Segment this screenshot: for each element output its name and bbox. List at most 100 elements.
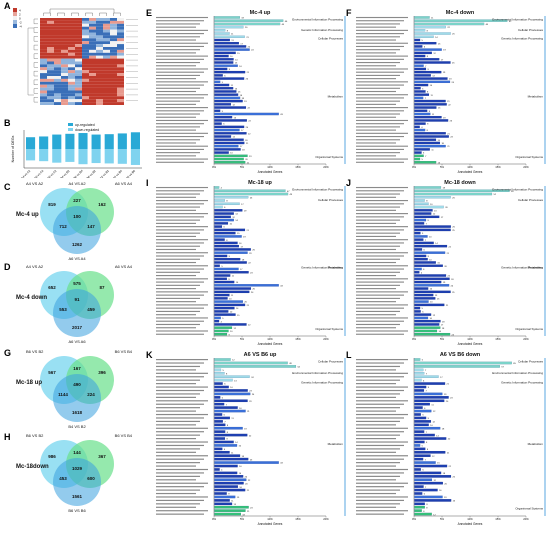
bar-down — [39, 149, 49, 162]
kegg-term-label — [156, 100, 200, 102]
heatmap-cell — [54, 18, 61, 21]
kegg-bar — [414, 300, 429, 303]
kegg-bar-value: 17 — [241, 130, 244, 132]
heatmap-cell — [96, 18, 103, 21]
kegg-term-label — [356, 100, 400, 102]
heatmap-cell — [47, 35, 54, 39]
kegg-bar-value: 5 — [422, 159, 424, 161]
kegg-bar-value: 5 — [221, 266, 223, 268]
kegg-bar-value: 7 — [224, 422, 226, 424]
kegg-bar — [214, 138, 244, 141]
kegg-term-label — [156, 441, 208, 443]
kegg-bar-value: 21 — [447, 253, 450, 255]
kegg-term-label — [356, 97, 404, 99]
kegg-bar — [214, 426, 243, 430]
kegg-bar-value: 17 — [240, 43, 243, 45]
heatmap-cell — [75, 52, 82, 56]
kegg-bar — [214, 80, 221, 84]
kegg-panel-title: Mc-4 up — [250, 10, 271, 16]
heatmap-cell — [82, 41, 89, 45]
kegg-bar-value: 16 — [240, 95, 243, 97]
kegg-bar — [214, 464, 238, 468]
heatmap-cell — [89, 61, 96, 65]
kegg-term-label — [356, 503, 400, 505]
kegg-bar-value: 10 — [230, 153, 233, 155]
heatmap-cell — [89, 84, 96, 88]
kegg-bar-value: 18 — [242, 259, 245, 261]
venn-set-label-right: A6 VS A4 — [115, 264, 133, 269]
kegg-bar-value: 10 — [230, 331, 233, 333]
dendrogram-branch — [27, 27, 34, 96]
kegg-bar-value: 8 — [427, 130, 429, 132]
kegg-term-label — [156, 119, 208, 122]
kegg-bar — [414, 99, 446, 103]
x-axis-label: Annotated Genes — [458, 170, 483, 174]
heatmap-cell — [96, 52, 103, 56]
heatmap-cell — [89, 29, 96, 33]
kegg-bar — [414, 461, 436, 464]
kegg-bar — [214, 16, 240, 19]
x-tick-label: A6 vs B6 — [125, 169, 137, 178]
kegg-term-label — [356, 252, 408, 254]
kegg-bar-value: 15 — [437, 298, 440, 300]
kegg-bar-value: 16 — [239, 408, 242, 410]
heatmap-cell — [54, 90, 61, 94]
kegg-term-label — [356, 33, 404, 35]
kegg-bar — [214, 209, 243, 212]
heatmap-cell — [82, 78, 89, 82]
kegg-bar — [414, 293, 434, 297]
kegg-bar — [214, 70, 246, 74]
kegg-bar — [214, 125, 245, 129]
kegg-term-label — [156, 434, 200, 436]
heatmap-cell — [103, 55, 110, 59]
heatmap-cell — [103, 67, 110, 71]
kegg-term-label — [356, 393, 400, 395]
heatmap-cell — [68, 73, 75, 76]
kegg-bar — [214, 358, 231, 361]
kegg-bar-value: 6 — [424, 47, 426, 49]
venn-count-center: 100 — [73, 214, 81, 219]
bar-up — [65, 133, 75, 149]
kegg-chart-l: A6 VS B6 down 0% 5% 10% 15% 20% Annotated Gene… — [356, 352, 546, 526]
kegg-bar-value: 7 — [426, 223, 428, 225]
kegg-bar — [214, 135, 232, 138]
kegg-term-label — [356, 145, 408, 147]
kegg-term-label — [356, 265, 408, 267]
kegg-bar-value: 20 — [245, 159, 248, 161]
heatmap-cell — [75, 20, 82, 24]
kegg-bar-value: 8 — [426, 507, 428, 509]
heatmap-cell — [82, 99, 89, 103]
heatmap-cell — [75, 70, 82, 74]
kegg-bar — [414, 241, 434, 245]
kegg-term-label — [356, 489, 400, 491]
heatmap-cell — [117, 76, 124, 79]
kegg-bar — [414, 209, 433, 212]
kegg-bar-value: 9 — [428, 220, 430, 222]
kegg-bar — [414, 454, 431, 457]
kegg-bar — [414, 392, 443, 396]
dendrogram-branch — [71, 12, 79, 16]
kegg-term-label — [156, 94, 208, 96]
kegg-bar — [214, 35, 245, 38]
kegg-bar — [414, 313, 432, 316]
kegg-bar-value: 21 — [447, 101, 450, 103]
dendrogram-branch — [33, 71, 38, 77]
kegg-bar — [214, 128, 240, 132]
kegg-bar — [214, 475, 244, 478]
x-tick-label: A4 vs B4 — [112, 169, 124, 178]
kegg-bar — [214, 316, 221, 320]
kegg-category-label: Environmental Information Processing — [492, 371, 543, 375]
kegg-bar-value: 23 — [449, 79, 452, 81]
venn-count-left-bottom: 453 — [59, 476, 67, 481]
kegg-bar — [214, 437, 226, 440]
kegg-term-label — [156, 294, 204, 296]
kegg-bar-value: 8 — [227, 425, 229, 427]
kegg-term-label — [156, 55, 208, 57]
kegg-bar-value: 22 — [449, 466, 452, 468]
kegg-bar-value: 24 — [251, 292, 254, 294]
heatmap-cell — [40, 90, 47, 94]
heatmap-cell — [96, 78, 103, 82]
heatmap-cell — [68, 87, 75, 91]
kegg-term-label — [356, 274, 396, 277]
kegg-term-label — [356, 281, 404, 283]
